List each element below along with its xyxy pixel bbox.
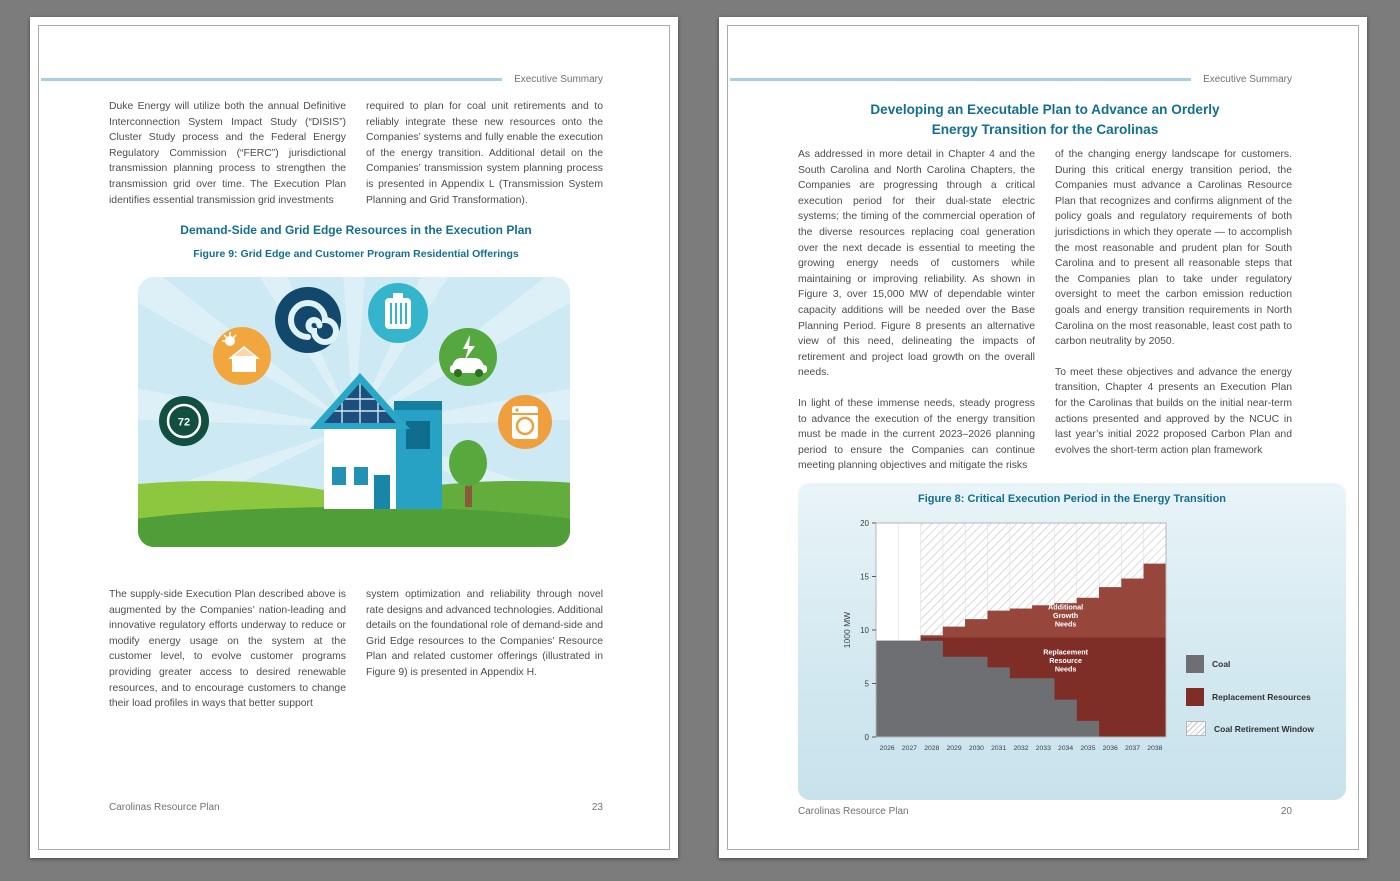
svg-text:10: 10 xyxy=(860,626,869,635)
svg-text:2029: 2029 xyxy=(947,745,962,752)
heading-line: Energy Transition for the Carolinas xyxy=(931,121,1159,137)
body-columns-top: Duke Energy will utilize both the annual… xyxy=(109,99,603,208)
svg-text:2037: 2037 xyxy=(1125,745,1140,752)
figure-8-panel: Figure 8: Critical Execution Period in t… xyxy=(798,483,1346,800)
ev-charging-icon xyxy=(439,328,497,386)
heading-line: Developing an Executable Plan to Advance… xyxy=(870,102,1220,117)
svg-text:2032: 2032 xyxy=(1013,745,1028,752)
paragraph: The supply-side Execution Plan described… xyxy=(109,589,346,710)
legend-label: Replacement Resources xyxy=(1212,692,1311,702)
thermostat-value: 72 xyxy=(178,417,190,429)
text-column-1: The supply-side Execution Plan described… xyxy=(109,587,346,712)
header-label: Executive Summary xyxy=(1203,74,1292,85)
legend-item-coal: Coal xyxy=(1186,655,1326,673)
text-column-2: required to plan for coal unit retiremen… xyxy=(366,99,603,208)
energy-swirl-icon xyxy=(275,287,341,353)
svg-text:2030: 2030 xyxy=(969,745,984,752)
paragraph: In light of these immense needs, steady … xyxy=(798,397,1035,472)
svg-text:1000 MW: 1000 MW xyxy=(842,612,852,648)
legend-item-replacement-resources: Replacement Resources xyxy=(1186,688,1326,706)
paragraph: To meet these objectives and advance the… xyxy=(1055,366,1292,456)
svg-text:2038: 2038 xyxy=(1147,745,1162,752)
svg-text:2036: 2036 xyxy=(1103,745,1118,752)
paragraph: of the changing energy landscape for cus… xyxy=(1055,149,1292,348)
figure-8-chart: 0 5 10 15 20 1000 MW 2026 2027 2028 2029 2030 2031 2… xyxy=(842,519,1167,752)
legend-label: Coal xyxy=(1212,659,1231,669)
legend-item-coal-retirement-window: Coal Retirement Window xyxy=(1186,721,1326,736)
page-number: 23 xyxy=(591,802,603,813)
text-column-2: system optimization and reliability thro… xyxy=(366,587,603,712)
svg-text:2034: 2034 xyxy=(1058,745,1073,752)
body-columns: As addressed in more detail in Chapter 4… xyxy=(798,147,1292,474)
chart-legend: Coal Replacement Resources Coal Retireme… xyxy=(1186,655,1326,736)
legend-swatch-replacement xyxy=(1186,688,1204,706)
chapter-heading: Developing an Executable Plan to Advance… xyxy=(779,100,1311,139)
header-rule xyxy=(41,78,503,81)
page-number: 20 xyxy=(1280,806,1292,817)
figure-9-caption: Figure 9: Grid Edge and Customer Program… xyxy=(193,248,519,260)
solar-home-icon xyxy=(213,327,271,385)
text-column-1: As addressed in more detail in Chapter 4… xyxy=(798,147,1035,474)
paragraph: As addressed in more detail in Chapter 4… xyxy=(798,149,1035,379)
foreground-grass xyxy=(138,507,570,547)
grid-edge-illustration: 72 xyxy=(138,277,570,547)
svg-text:0: 0 xyxy=(865,733,870,742)
battery-storage-icon xyxy=(368,283,428,343)
text-column-2: of the changing energy landscape for cus… xyxy=(1055,147,1292,474)
footer-title: Carolinas Resource Plan xyxy=(798,806,909,817)
legend-swatch-hatch xyxy=(1186,721,1206,736)
paragraph: system optimization and reliability thro… xyxy=(366,589,603,678)
figure-8-title: Figure 8: Critical Execution Period in t… xyxy=(917,493,1227,505)
page-footer: Carolinas Resource Plan 20 xyxy=(798,806,1292,817)
body-columns-bottom: The supply-side Execution Plan described… xyxy=(109,587,603,712)
text-column-1: Duke Energy will utilize both the annual… xyxy=(109,99,346,208)
svg-text:5: 5 xyxy=(865,680,870,689)
svg-text:2035: 2035 xyxy=(1080,745,1095,752)
svg-text:2031: 2031 xyxy=(991,745,1006,752)
page-23: Executive Summary Duke Energy will utili… xyxy=(30,17,678,858)
tree xyxy=(449,440,487,507)
figure-9-illustration: 72 xyxy=(138,277,570,547)
section-heading: Demand-Side and Grid Edge Resources in t… xyxy=(180,223,532,237)
washing-machine-icon xyxy=(498,395,552,449)
svg-text:2027: 2027 xyxy=(902,745,917,752)
running-header: Executive Summary xyxy=(730,74,1292,85)
footer-title: Carolinas Resource Plan xyxy=(109,802,220,813)
page-20: Executive Summary Developing an Executab… xyxy=(719,17,1367,858)
svg-text:15: 15 xyxy=(860,573,869,582)
page-footer: Carolinas Resource Plan 23 xyxy=(109,802,603,813)
header-label: Executive Summary xyxy=(514,74,603,85)
svg-text:2026: 2026 xyxy=(880,745,895,752)
running-header: Executive Summary xyxy=(41,74,603,85)
header-rule xyxy=(730,78,1192,81)
svg-text:2028: 2028 xyxy=(924,745,939,752)
paragraph: Duke Energy will utilize both the annual… xyxy=(109,101,346,206)
svg-text:2033: 2033 xyxy=(1036,745,1051,752)
legend-swatch-coal xyxy=(1186,655,1204,673)
paragraph: required to plan for coal unit retiremen… xyxy=(366,101,603,206)
thermostat-icon: 72 xyxy=(159,396,209,446)
svg-text:20: 20 xyxy=(860,519,869,528)
legend-label: Coal Retirement Window xyxy=(1214,723,1315,734)
solar-house xyxy=(310,373,442,509)
